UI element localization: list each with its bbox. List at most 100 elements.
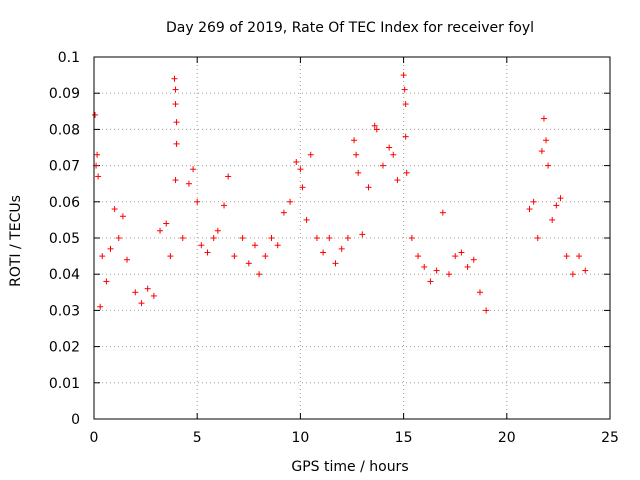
data-point (534, 235, 541, 241)
data-point (371, 122, 378, 129)
data-point (245, 260, 252, 267)
data-point (225, 173, 232, 180)
data-point (464, 263, 471, 270)
data-point (115, 235, 122, 241)
x-tick-label: 15 (395, 430, 413, 446)
data-point (138, 300, 145, 307)
data-point (313, 235, 320, 241)
data-point (307, 151, 314, 158)
data-point (262, 253, 269, 260)
x-tick-label: 25 (601, 430, 619, 446)
data-point (365, 184, 372, 191)
x-tick-label: 10 (291, 430, 309, 446)
data-point (99, 253, 106, 260)
data-point (251, 242, 258, 249)
data-point (167, 253, 174, 260)
data-point (163, 220, 170, 227)
data-point (326, 235, 333, 241)
y-tick-label: 0.1 (58, 50, 80, 66)
data-point (338, 245, 345, 252)
data-point (103, 278, 110, 285)
data-point (94, 151, 101, 158)
data-point (198, 242, 205, 249)
grid-lines (94, 57, 610, 419)
data-point (111, 206, 118, 213)
y-tick-label: 0.04 (49, 267, 80, 283)
data-point (576, 253, 583, 260)
data-point (452, 253, 459, 260)
data-point (204, 249, 211, 256)
data-point (553, 202, 560, 209)
data-point (351, 137, 358, 144)
data-point (476, 289, 483, 296)
data-point (540, 115, 547, 122)
data-point (433, 267, 440, 274)
data-point (557, 195, 564, 202)
x-axis-title: GPS time / hours (291, 459, 408, 475)
data-point (190, 166, 197, 173)
data-point (157, 227, 164, 234)
data-point (303, 216, 310, 223)
data-point (210, 235, 217, 241)
data-point (107, 245, 114, 252)
data-point (299, 184, 306, 191)
data-point (483, 307, 490, 314)
data-point (194, 198, 201, 205)
data-point (172, 177, 179, 184)
data-point (458, 249, 465, 256)
y-tick-label: 0.05 (49, 231, 80, 247)
data-point (150, 292, 157, 299)
data-point (582, 267, 589, 274)
data-point (185, 180, 192, 187)
data-point (179, 235, 186, 241)
data-point (403, 169, 410, 176)
data-point (402, 133, 409, 140)
tick-labels: 0 5 10 15 20 25 0 0.01 0.02 0.03 0.04 0.05 0.06 0.07 0… (49, 50, 619, 446)
data-point (390, 151, 397, 158)
data-point (379, 162, 386, 169)
data-point (344, 235, 351, 241)
data-point (124, 256, 131, 263)
data-point (173, 119, 180, 126)
data-point (268, 235, 275, 241)
y-tick-label: 0.09 (49, 86, 80, 102)
data-point (543, 137, 550, 144)
data-point (402, 101, 409, 108)
plot-border (93, 56, 611, 420)
x-tick-label: 0 (90, 430, 99, 446)
data-point (119, 213, 126, 220)
y-tick-label: 0.03 (49, 303, 80, 319)
data-point (386, 144, 393, 151)
data-point (132, 289, 139, 296)
data-point (569, 271, 576, 278)
data-point (287, 198, 294, 205)
chart-title: Day 269 of 2019, Rate Of TEC Index for r… (166, 20, 534, 36)
y-axis-title: ROTI / TECUs (8, 195, 24, 287)
data-point (394, 177, 401, 184)
data-point (427, 278, 434, 285)
axis-ticks (93, 56, 611, 420)
y-tick-label: 0.01 (49, 376, 80, 392)
data-point (446, 271, 453, 278)
data-point (353, 151, 360, 158)
data-point (332, 260, 339, 267)
data-point (563, 253, 570, 260)
data-point (144, 285, 151, 292)
data-point (470, 256, 477, 263)
y-tick-label: 0.08 (49, 122, 80, 138)
data-points (92, 72, 589, 314)
data-point (297, 166, 304, 173)
data-point (172, 101, 179, 108)
data-point (373, 126, 380, 133)
data-point (171, 75, 178, 82)
data-point (401, 86, 408, 93)
x-tick-label: 20 (498, 430, 516, 446)
data-point (355, 169, 362, 176)
x-tick-label: 5 (193, 430, 202, 446)
y-tick-label: 0.06 (49, 195, 80, 211)
data-point (95, 173, 102, 180)
y-tick-label: 0.02 (49, 340, 80, 356)
data-point (274, 242, 281, 249)
data-point (408, 235, 415, 241)
